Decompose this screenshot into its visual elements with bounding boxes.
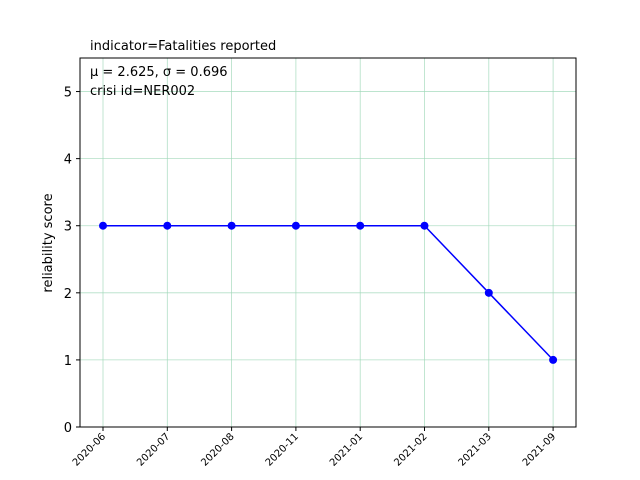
x-tick-label: 2020-08 [199, 431, 236, 468]
y-tick-label: 1 [64, 354, 72, 369]
data-point [549, 355, 558, 364]
data-point [420, 221, 429, 230]
y-tick-label: 3 [64, 220, 72, 235]
y-axis-label: reliability score [41, 193, 56, 292]
y-tick-label: 5 [64, 86, 72, 101]
y-axis: 0 1 2 3 4 5 [64, 86, 80, 436]
plot-frame [79, 57, 577, 428]
x-tick-label: 2020-06 [71, 431, 108, 468]
data-point [227, 221, 236, 230]
x-tick-label: 2021-01 [328, 431, 365, 468]
data-point [99, 221, 107, 230]
data-point [484, 288, 493, 297]
grid-layer [80, 58, 576, 428]
data-point [356, 221, 365, 230]
x-axis: 2020-06 2020-07 2020-08 2020-11 2021-01 2021-… [71, 427, 558, 469]
x-tick-label: 2021-09 [521, 431, 558, 468]
series-layer [99, 221, 558, 364]
x-tick-label: 2020-07 [135, 431, 172, 468]
chart-title: indicator=Fatalities reported [90, 39, 276, 54]
group-annotation: crisi id=NER002 [90, 84, 195, 99]
data-point [163, 221, 172, 230]
y-tick-label: 2 [64, 287, 72, 302]
stats-annotation: μ = 2.625, σ = 0.696 [90, 65, 228, 80]
x-tick-label: 2021-02 [392, 431, 429, 468]
series-line [103, 224, 554, 361]
y-tick-label: 4 [64, 153, 72, 168]
y-tick-label: 0 [64, 421, 72, 436]
x-tick-label: 2020-11 [264, 431, 301, 468]
data-point [291, 221, 300, 230]
x-tick-label: 2021-03 [457, 431, 494, 468]
